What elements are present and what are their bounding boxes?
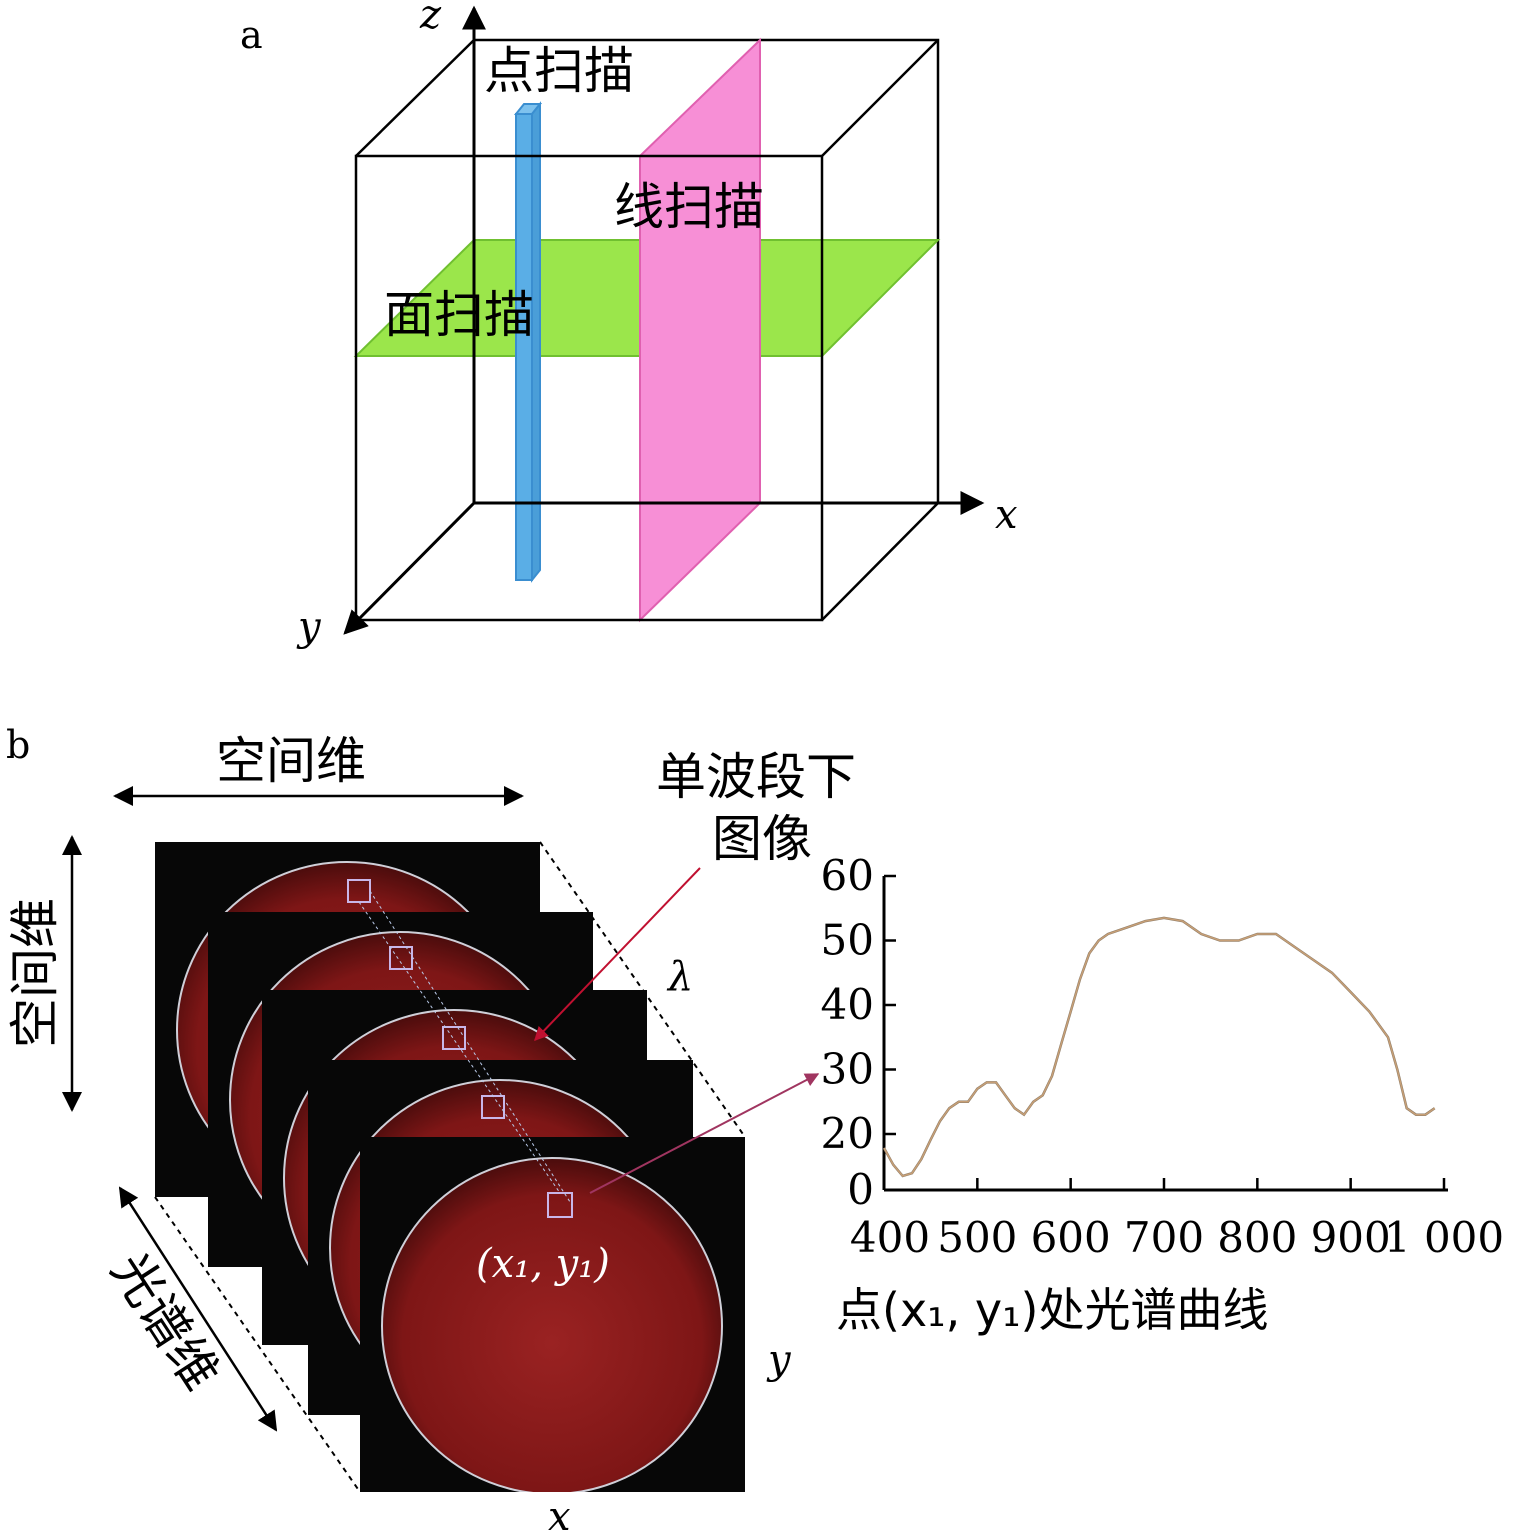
y-tick-label: 30 [821, 1045, 874, 1094]
single-band-label-line1: 单波段下 [656, 748, 856, 806]
x-tick-label: 900 [1311, 1213, 1391, 1262]
x-tick-label: 1 000 [1384, 1213, 1504, 1262]
x-tick-label: 600 [1031, 1213, 1111, 1262]
lambda-label: λ [666, 954, 693, 1000]
spectrum-arrow [589, 1073, 820, 1194]
pixel-track [369, 890, 573, 1206]
z-axis-label: z [419, 0, 442, 38]
line-scan-plane [639, 37, 761, 623]
area-scan-label: 面扫描 [384, 286, 534, 344]
x-axis-label: x [995, 492, 1018, 538]
spectral-arrow [118, 1186, 278, 1432]
box-edge [355, 39, 475, 157]
panel-b: b 空间维 空间维 光谱维 [6, 723, 1504, 1535]
curve-caption: 点(x₁, y₁)处光谱曲线 [836, 1283, 1268, 1337]
panel-a: a z x y 点扫描 线扫描 面扫描 [240, 0, 1018, 650]
band-image-slice-front [360, 1137, 745, 1492]
y-tick-label: 0 [847, 1165, 874, 1214]
box-front-face [354, 154, 824, 622]
x-tick-label: 400 [850, 1213, 930, 1262]
x-tick-label: 700 [1124, 1213, 1204, 1262]
spectrum-line [882, 916, 1436, 1178]
line-scan-label: 线扫描 [614, 178, 764, 236]
y-tick-label: 50 [821, 916, 874, 965]
y-axis-label: y [296, 604, 322, 650]
image-x-label: x [548, 1494, 571, 1535]
single-band-arrow [534, 867, 701, 1042]
x-tick-label: 800 [1217, 1213, 1297, 1262]
panel-b-label: b [6, 723, 30, 767]
box-edge [821, 39, 939, 157]
pixel-track [358, 901, 561, 1194]
spectrum-line-shadow [883, 917, 1436, 1177]
single-band-label-line2: 图像 [712, 810, 812, 868]
y-tick-label: 40 [821, 980, 874, 1029]
point-scan-bar [513, 101, 543, 583]
x-tick-label: 500 [937, 1213, 1017, 1262]
point-scan-label: 点扫描 [484, 42, 634, 100]
spatial-dim-side: 空间维 [6, 898, 64, 1048]
spatial-dim-top: 空间维 [216, 732, 366, 790]
point-label: (x₁, y₁) [476, 1241, 610, 1287]
box-edge [821, 502, 939, 621]
y-tick-label: 20 [821, 1109, 874, 1158]
panel-a-label: a [240, 13, 263, 57]
y-axis [343, 501, 476, 635]
y-tick-label: 60 [821, 851, 874, 900]
image-y-label: y [766, 1337, 792, 1383]
